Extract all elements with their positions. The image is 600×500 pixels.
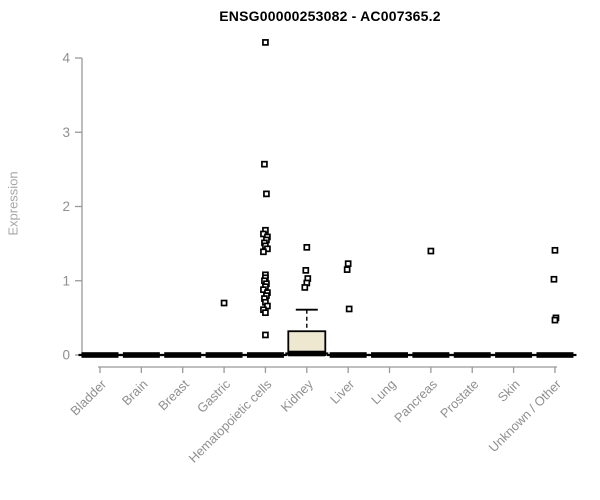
data-point <box>551 246 559 254</box>
median-line <box>246 352 284 358</box>
median-line <box>164 352 202 358</box>
x-tick-label: Liver <box>327 376 358 407</box>
data-point <box>263 190 270 198</box>
y-tick-label: 2 <box>62 199 70 214</box>
data-point <box>343 266 351 273</box>
median-line <box>81 352 119 358</box>
median-line <box>205 352 243 358</box>
data-point <box>551 316 559 324</box>
data-point <box>303 243 311 251</box>
x-tick-label: Brain <box>119 377 151 409</box>
y-tick-label: 0 <box>62 348 70 363</box>
data-point <box>264 302 271 310</box>
data-point <box>262 39 269 46</box>
y-tick-label: 4 <box>62 51 70 66</box>
chart-title: ENSG00000253082 - AC007365.2 <box>219 8 441 24</box>
data-point <box>262 309 269 317</box>
x-tick-label: Kidney <box>278 376 317 415</box>
data-point <box>260 248 267 256</box>
median-line <box>329 352 367 358</box>
x-tick-label: Gastric <box>194 376 234 416</box>
data-point <box>345 305 353 313</box>
median-line <box>495 352 533 358</box>
median-line <box>536 352 574 358</box>
data-point <box>261 160 268 168</box>
median-line <box>288 350 326 357</box>
median-line <box>412 352 450 358</box>
x-tick-label: Unknown / Other <box>486 376 565 455</box>
x-tick-label: Bladder <box>67 376 109 418</box>
x-tick-label: Prostate <box>437 377 481 421</box>
data-point <box>262 331 269 339</box>
x-tick-label: Pancreas <box>391 377 440 426</box>
median-line <box>453 352 491 358</box>
x-tick-label: Breast <box>155 376 192 413</box>
x-tick-label: Lung <box>368 377 399 408</box>
median-line <box>122 352 160 358</box>
y-tick-label: 3 <box>62 125 70 140</box>
data-point <box>220 299 228 307</box>
data-point <box>427 247 435 255</box>
median-line <box>371 352 409 358</box>
data-point <box>344 260 352 268</box>
data-point <box>302 267 310 274</box>
x-tick-label: Skin <box>495 377 523 405</box>
data-point <box>301 284 309 291</box>
data-point <box>550 275 558 283</box>
y-tick-label: 1 <box>62 273 70 288</box>
